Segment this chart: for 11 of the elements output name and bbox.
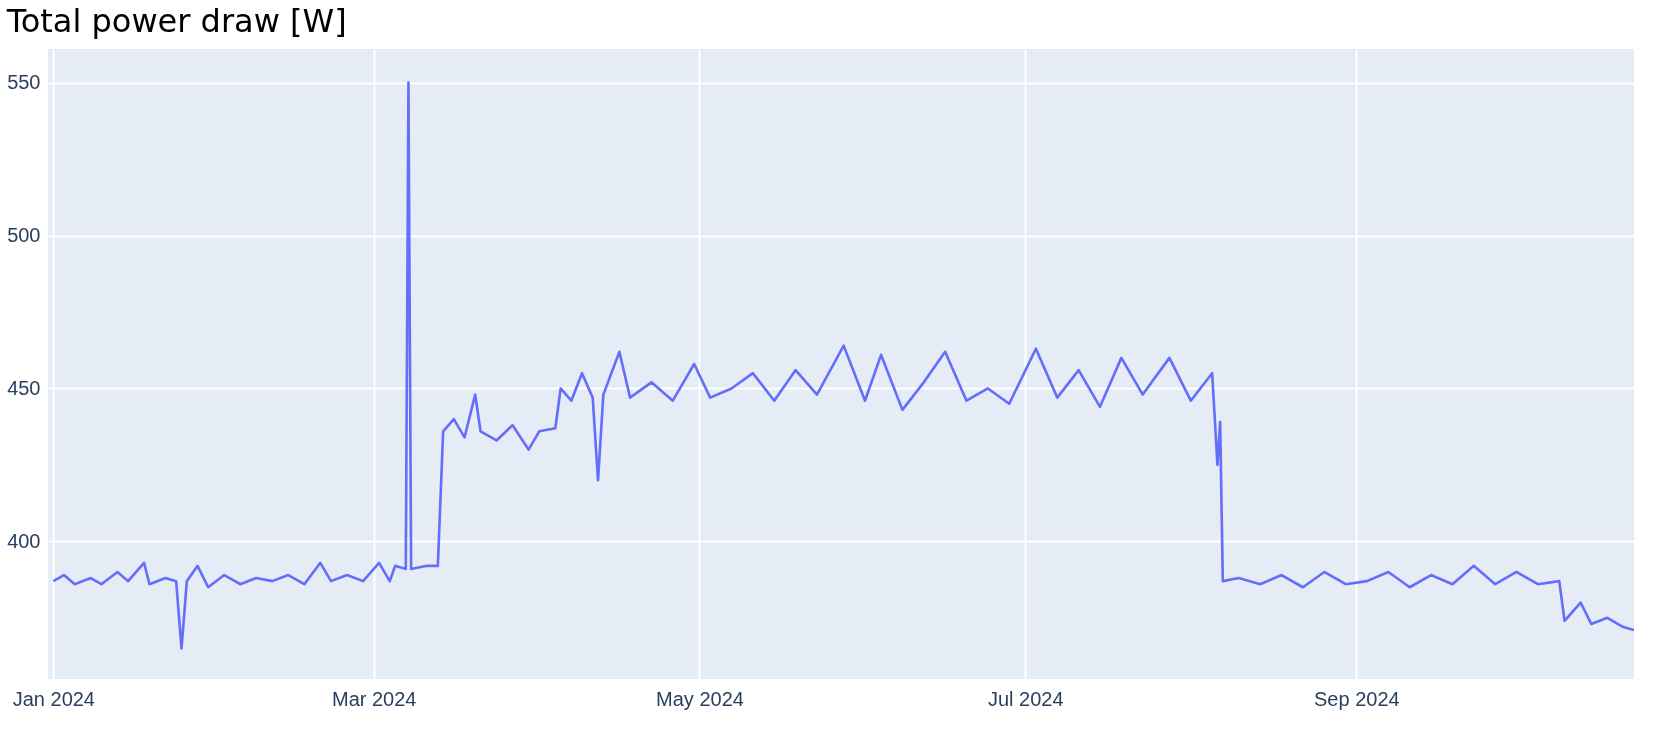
x-tick-label: Jan 2024 <box>12 687 95 710</box>
chart-title: Total power draw [W] <box>5 2 347 40</box>
y-tick-label: 500 <box>7 224 41 247</box>
y-tick-label: 400 <box>7 529 41 552</box>
x-tick-label: Mar 2024 <box>331 687 417 710</box>
line-series <box>52 81 1634 650</box>
x-tick-label: Jul 2024 <box>987 687 1064 710</box>
x-tick-label: May 2024 <box>656 687 744 710</box>
x-tick-label: Sep 2024 <box>1314 687 1400 710</box>
y-tick-label: 450 <box>7 376 41 399</box>
y-tick-label: 550 <box>7 71 41 94</box>
